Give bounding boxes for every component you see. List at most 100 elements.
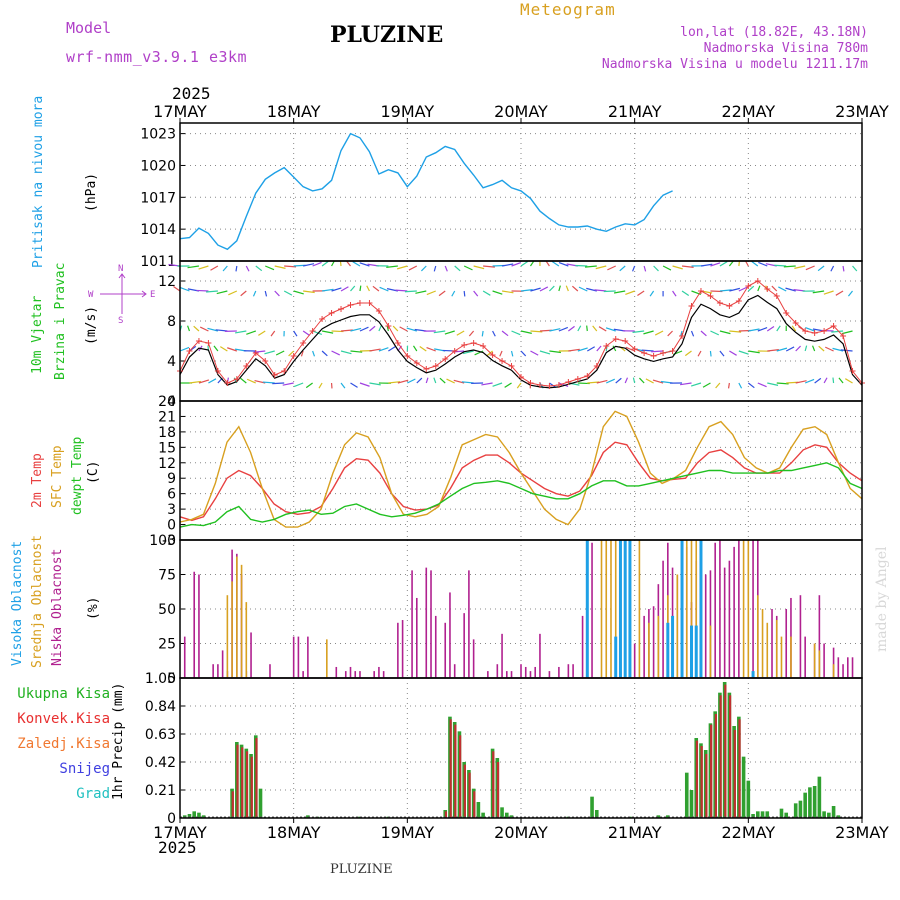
wind-compass: N W E S <box>88 264 158 326</box>
gust-marker <box>404 353 411 359</box>
wind-arrow <box>680 382 692 386</box>
wind-arrow <box>369 348 381 352</box>
wind-arrow <box>747 382 755 389</box>
gust-marker <box>707 293 714 299</box>
precip-bar <box>236 744 239 818</box>
wind-arrow <box>637 290 645 296</box>
wind-arrow <box>462 350 474 355</box>
gust-marker <box>366 300 373 306</box>
gust-marker <box>186 348 193 354</box>
precip-bar <box>192 811 197 818</box>
wind-arrow <box>774 264 787 267</box>
panel-2-ytick: -3 <box>162 533 176 549</box>
wind-arrow <box>433 265 437 272</box>
wind-arrow <box>408 265 418 271</box>
wind-arrow <box>350 285 356 292</box>
wind-arrow <box>613 290 626 294</box>
wind-arrow <box>852 265 858 272</box>
precip-bar <box>459 735 462 818</box>
wind-arrow <box>757 327 768 332</box>
wind-arrow <box>551 261 560 267</box>
gust-marker <box>565 379 572 385</box>
wind-arrow <box>530 287 541 292</box>
wind-arrow <box>632 330 645 333</box>
wind-arrow <box>719 330 731 335</box>
precip-bar <box>746 780 751 818</box>
wind-arrow <box>312 330 323 336</box>
date-label-top: 19MAY <box>381 102 435 121</box>
wind-arrow <box>747 285 755 292</box>
wind-arrow <box>340 286 349 292</box>
precip-bar <box>656 815 661 818</box>
wind-arrow <box>606 378 615 384</box>
wind-arrow <box>539 350 551 355</box>
gust-marker <box>773 293 780 299</box>
gust-marker <box>660 350 667 356</box>
precip-bar <box>258 788 263 818</box>
wind-arrow <box>586 325 588 332</box>
wind-arrow <box>511 330 521 336</box>
wind-arrow <box>729 350 737 356</box>
wind-arrow <box>672 290 677 297</box>
wind-arrow <box>216 290 228 295</box>
precip-bar <box>241 747 244 818</box>
panel-2-ytick: 21 <box>158 409 176 425</box>
wind-arrow <box>804 345 808 352</box>
wind-arrow <box>558 262 569 267</box>
wind-arrow <box>805 265 815 271</box>
wind-arrow <box>814 377 822 384</box>
wind-arrow <box>594 289 607 292</box>
wind-arrow <box>396 265 408 270</box>
wind-arrow <box>548 285 555 292</box>
precip-bar <box>714 714 717 818</box>
gust-marker <box>821 328 828 334</box>
panel-2-ytick: 12 <box>158 456 176 472</box>
compass-east: E <box>150 290 156 300</box>
wind-arrow <box>397 379 409 384</box>
precip-bar <box>808 787 812 818</box>
wind-arrow <box>359 326 369 332</box>
wind-arrow <box>388 346 396 352</box>
panel-1-ytick: 4 <box>167 354 176 370</box>
wind-arrow <box>738 286 748 292</box>
precip-bar <box>496 762 500 818</box>
gust-marker <box>319 316 326 322</box>
wind-arrow <box>690 382 702 387</box>
pressure-line <box>179 132 673 251</box>
wind-arrow <box>700 263 713 267</box>
gust-marker <box>233 376 240 382</box>
wind-arrow <box>321 330 334 334</box>
wind-arrow <box>193 325 200 332</box>
wind-arrow <box>832 347 844 352</box>
wind-arrow <box>679 330 683 337</box>
wind-arrow <box>255 265 263 272</box>
panel-1-ytick: 0 <box>167 394 176 410</box>
wind-arrow <box>783 265 796 268</box>
wind-arrow <box>727 382 730 389</box>
wind-arrow <box>288 350 295 357</box>
wind-arrow <box>549 328 561 332</box>
wind-arrow <box>578 286 588 292</box>
wind-arrow <box>282 382 294 386</box>
gust-marker <box>243 363 250 369</box>
wind-arrow <box>444 330 455 335</box>
wind-arrow <box>198 265 209 270</box>
wind-arrow <box>612 345 617 352</box>
wind-arrow <box>558 326 569 332</box>
gust-marker <box>423 366 430 372</box>
precip-bar <box>700 746 703 818</box>
panel-4-ytick: 0.84 <box>145 699 176 715</box>
wind-arrow <box>702 382 711 388</box>
date-label-bottom: 23MAY <box>835 823 889 842</box>
panel-4-ytick: 0.21 <box>145 783 176 799</box>
wind-arrow <box>359 382 370 387</box>
wind-arrow <box>710 330 720 336</box>
wind-arrow <box>598 326 607 332</box>
wind-arrow <box>795 345 802 352</box>
wind-arrow <box>841 330 853 335</box>
gust-marker <box>195 338 202 344</box>
gust-marker <box>499 358 506 364</box>
gust-marker <box>726 303 733 309</box>
panel-0-ytick: 1023 <box>140 127 176 143</box>
wind-arrow <box>586 287 597 292</box>
